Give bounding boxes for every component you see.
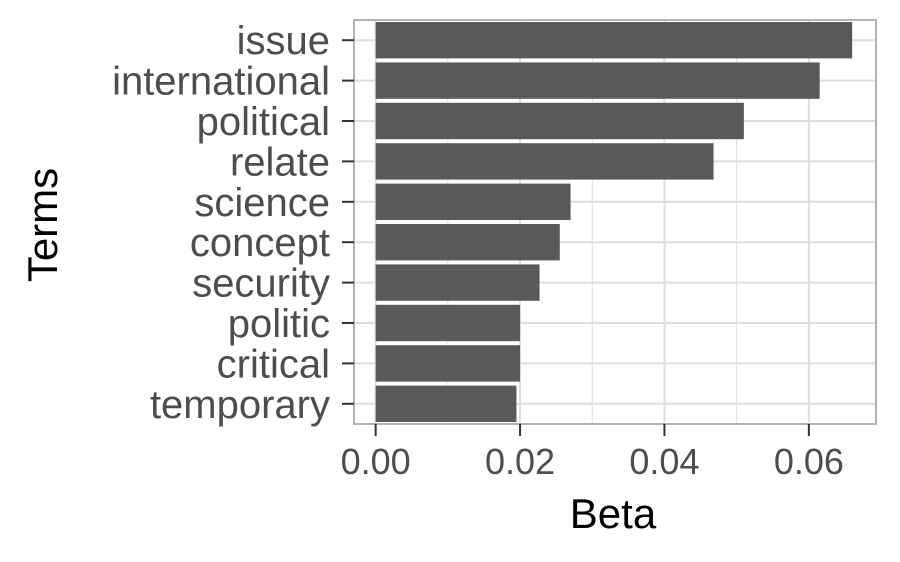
y-axis-title: Terms xyxy=(19,168,66,282)
x-tick-label: 0.00 xyxy=(341,441,411,482)
y-tick-label: temporary xyxy=(150,383,330,427)
bar-relate xyxy=(375,143,714,180)
bar-international xyxy=(375,62,820,99)
bar-political xyxy=(375,102,744,140)
y-tick-label: politic xyxy=(228,302,330,346)
x-tick-label: 0.04 xyxy=(629,441,699,482)
bar-politic xyxy=(375,304,521,342)
bar-science xyxy=(375,183,571,220)
bar-issue xyxy=(375,22,853,59)
y-tick-label: critical xyxy=(217,342,330,386)
bar-security xyxy=(375,264,540,301)
x-tick-label: 0.06 xyxy=(774,441,844,482)
y-tick-label: science xyxy=(194,181,330,225)
bar-concept xyxy=(375,224,560,261)
y-tick-label: international xyxy=(112,60,330,104)
bar-critical xyxy=(375,345,521,382)
y-tick-label: relate xyxy=(230,140,330,184)
x-axis-ticks: 0.00 0.02 0.04 0.06 xyxy=(341,424,844,482)
y-tick-label: concept xyxy=(190,221,330,265)
y-tick-label: security xyxy=(192,262,330,306)
x-axis-title: Beta xyxy=(570,490,657,537)
x-tick-label: 0.02 xyxy=(485,441,555,482)
y-axis-ticks: issueinternationalpoliticalrelatescience… xyxy=(112,19,354,427)
bar-temporary xyxy=(375,385,517,422)
y-tick-label: issue xyxy=(237,19,330,63)
panel-border xyxy=(353,19,877,425)
y-tick-label: political xyxy=(197,100,330,144)
bars xyxy=(375,22,853,422)
